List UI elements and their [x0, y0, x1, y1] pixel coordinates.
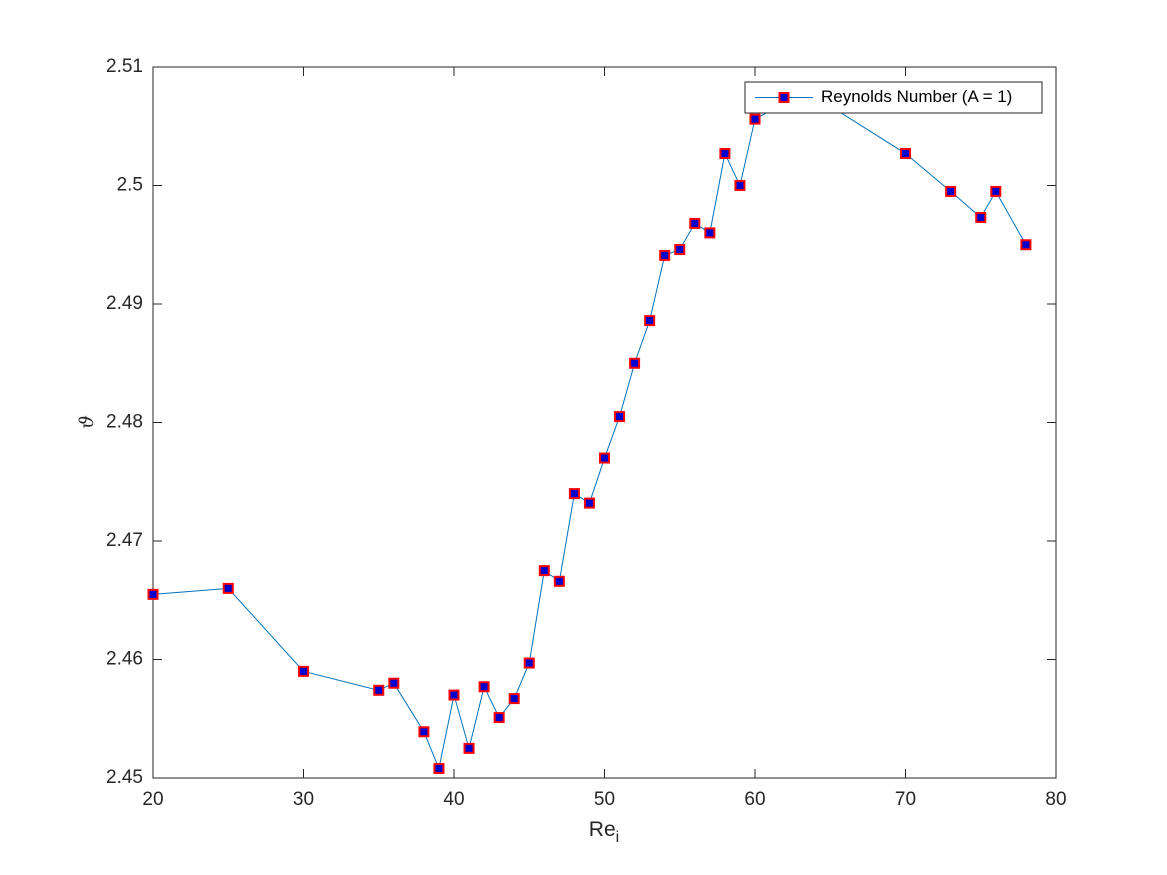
marker [900, 148, 911, 160]
plot-frame [152, 66, 1057, 779]
marker [990, 185, 1002, 197]
marker [719, 148, 731, 160]
marker [704, 227, 716, 239]
marker [553, 575, 565, 587]
marker [975, 211, 987, 223]
x-tick-label: 80 [1045, 789, 1066, 810]
marker [614, 411, 626, 423]
marker [1020, 239, 1032, 251]
marker [463, 742, 475, 754]
y-tick-label: 2.5 [117, 175, 143, 196]
marker [749, 113, 761, 125]
x-axis-label-subscript: i [616, 829, 620, 846]
x-tick-label: 70 [895, 789, 916, 810]
marker [734, 180, 746, 191]
x-axis-label: Rei [589, 818, 619, 847]
marker [478, 681, 490, 693]
y-tick-label: 2.47 [106, 530, 143, 551]
marker [373, 684, 385, 696]
marker [298, 665, 309, 677]
y-tick-label: 2.49 [106, 293, 143, 314]
marker [629, 357, 641, 369]
marker [418, 726, 430, 738]
marker [674, 243, 686, 255]
marker [568, 488, 580, 500]
y-tick-label: 2.48 [106, 412, 143, 433]
marker [433, 763, 445, 775]
x-axis-label-main: Re [589, 818, 616, 841]
marker [644, 315, 656, 327]
marker [583, 497, 595, 509]
marker [147, 588, 159, 600]
x-tick-label: 30 [293, 789, 314, 810]
marker [222, 582, 234, 594]
x-tick-label: 50 [594, 789, 615, 810]
marker [388, 677, 400, 689]
legend-label: Reynolds Number (A = 1) [821, 87, 1012, 106]
y-tick-label: 2.51 [106, 56, 143, 77]
y-axis-label: ϑ [76, 415, 98, 429]
marker [599, 452, 610, 464]
x-tick-label: 40 [443, 789, 464, 810]
y-tick-label: 2.45 [106, 767, 143, 788]
marker [659, 249, 671, 261]
marker [493, 712, 505, 724]
marker [523, 657, 535, 669]
x-tick-label: 20 [142, 789, 163, 810]
legend-marker [778, 92, 790, 103]
marker [538, 565, 550, 577]
marker [448, 689, 460, 701]
x-tick-label: 60 [744, 789, 765, 810]
marker [689, 217, 701, 229]
marker [508, 693, 520, 705]
y-tick-label: 2.46 [106, 649, 143, 670]
marker [945, 185, 957, 197]
